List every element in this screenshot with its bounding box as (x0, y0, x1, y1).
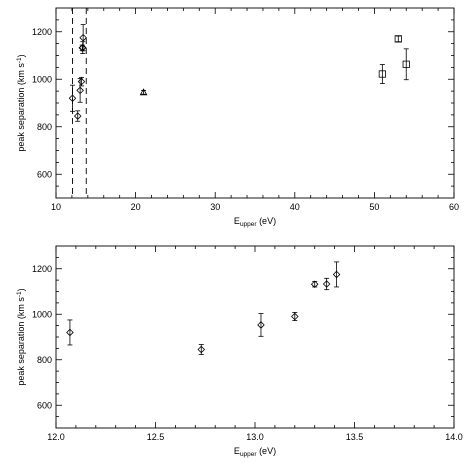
data-point-square (394, 35, 402, 43)
y-axis-label: peak separation (km s-1) (16, 288, 26, 385)
y-tick-label: 800 (37, 355, 52, 365)
data-point-square (402, 60, 410, 68)
x-tick-label: 50 (369, 202, 379, 212)
data-point-diamond (73, 112, 82, 120)
x-tick-label: 13.5 (346, 432, 364, 442)
data-point-diamond (257, 321, 265, 329)
data-point-diamond (79, 33, 87, 42)
data-point-diamond (322, 280, 331, 288)
x-tick-label: 12.5 (147, 432, 165, 442)
x-tick-label: 12.0 (47, 432, 65, 442)
x-tick-label: 60 (449, 202, 459, 212)
y-tick-label: 800 (37, 122, 52, 132)
plot-frame (55, 245, 455, 429)
data-point-diamond (76, 86, 84, 95)
chart-1: 10 20 30 40 50 60 600 800 1000 1200 Eupper (eV) pea… (16, 7, 459, 228)
data-point-diamond (197, 345, 206, 354)
x-tick-label: 14.0 (445, 432, 463, 442)
x-axis-label: Eupper (eV) (234, 216, 276, 228)
data-point-diamond (332, 270, 341, 279)
y-tick-label: 1200 (32, 264, 52, 274)
data-point-diamond (77, 77, 86, 86)
x-tick-label: 30 (210, 202, 220, 212)
y-tick-label: 600 (37, 169, 52, 179)
data-point-square (378, 70, 386, 78)
y-axis-label: peak separation (km s-1) (16, 54, 26, 151)
y-tick-label: 1000 (32, 309, 52, 319)
x-tick-label: 20 (131, 202, 141, 212)
y-tick-label: 1000 (32, 74, 52, 84)
chart-2: 12.0 12.5 13.0 13.5 14.0 600 800 1000 1200 Eupper… (16, 245, 463, 458)
data-point-diamond (291, 312, 299, 321)
y-tick-label: 600 (37, 400, 52, 410)
x-tick-label: 10 (51, 202, 61, 212)
y-tick-label: 1200 (32, 27, 52, 37)
data-point-diamond (68, 94, 77, 103)
x-axis-label: Eupper (eV) (234, 446, 276, 458)
x-tick-label: 40 (290, 202, 300, 212)
plot-frame (55, 7, 455, 199)
data-point-diamond (310, 280, 319, 288)
x-tick-label: 13.0 (246, 432, 264, 442)
data-point-triangle (139, 88, 148, 96)
data-point-diamond (66, 328, 74, 337)
